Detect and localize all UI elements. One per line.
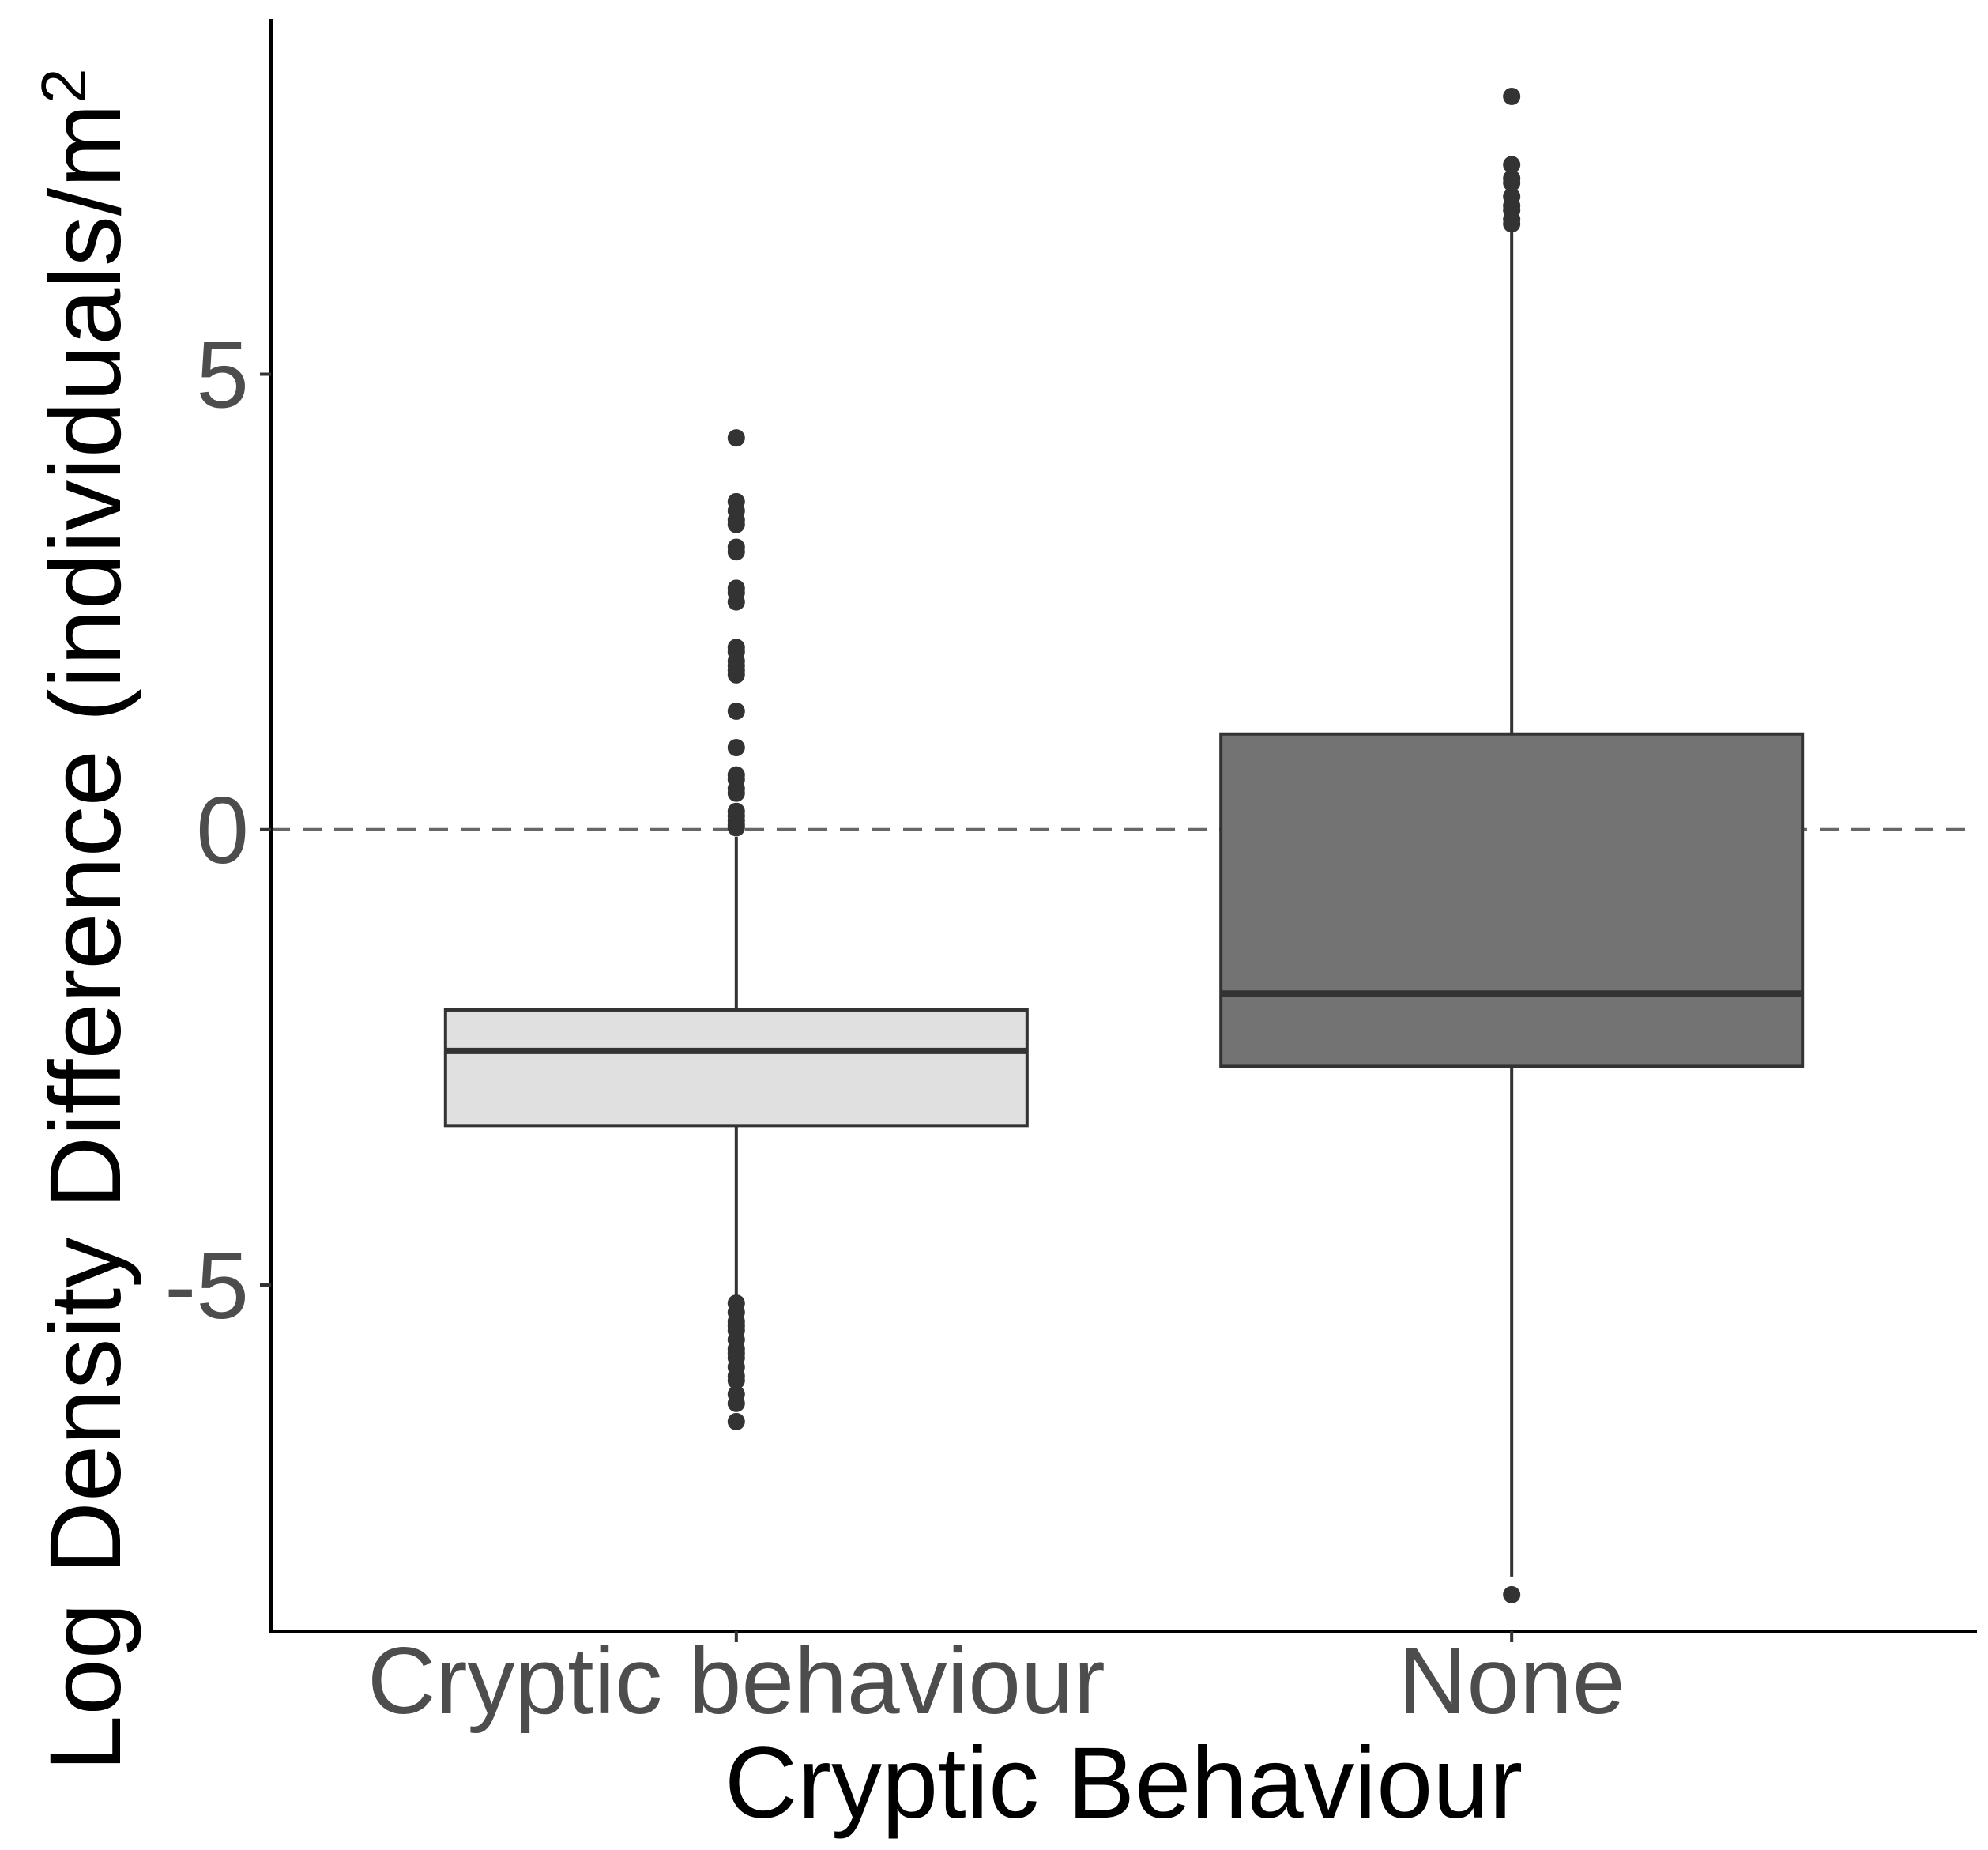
box-iqr [443, 1008, 1029, 1128]
outlier-point [727, 593, 745, 611]
outlier-point [727, 429, 745, 447]
outlier-point [727, 1412, 745, 1430]
box-group-cryptic-behaviour [443, 429, 1029, 1430]
x-tick-label: None [1399, 1628, 1625, 1734]
y-axis-title-unit: m [29, 104, 142, 188]
box-group-none [1219, 87, 1805, 1603]
outlier-point [727, 1394, 745, 1412]
y-tick-label: 5 [196, 322, 249, 428]
outlier-point [727, 665, 745, 684]
x-tick-label: Cryptic behaviour [367, 1628, 1105, 1734]
y-axis-title-main: Log Density Difference [29, 722, 142, 1771]
plot-area [271, 87, 1977, 1603]
y-tick-label: -5 [164, 1233, 249, 1339]
outlier-point [1503, 215, 1521, 233]
x-axis-title: Cryptic Behaviour [725, 1727, 1523, 1840]
y-axis-ticks: -5 0 5 [164, 322, 271, 1339]
outlier-point [1503, 174, 1521, 192]
y-axis-title-slash: / [29, 187, 142, 216]
outlier-point [727, 702, 745, 720]
outlier-point [727, 515, 745, 533]
outlier-point [727, 819, 745, 837]
y-tick-label: 0 [196, 778, 249, 884]
outlier-point [1503, 87, 1521, 105]
x-axis-ticks: Cryptic behaviour None [367, 1628, 1625, 1734]
outlier-point [727, 784, 745, 802]
outlier-point [727, 739, 745, 757]
box-iqr [1219, 732, 1805, 1068]
outlier-point [1503, 156, 1521, 174]
outlier-point [727, 1372, 745, 1390]
outlier-point [727, 543, 745, 561]
y-axis-title-inner: individuals [29, 216, 142, 688]
y-axis-title: Log Density Difference (individuals/m2 [28, 68, 143, 1771]
y-axis-title-superscript: 2 [28, 68, 99, 104]
outlier-point [1503, 1585, 1521, 1603]
y-axis-title-open-paren: ( [29, 688, 142, 722]
